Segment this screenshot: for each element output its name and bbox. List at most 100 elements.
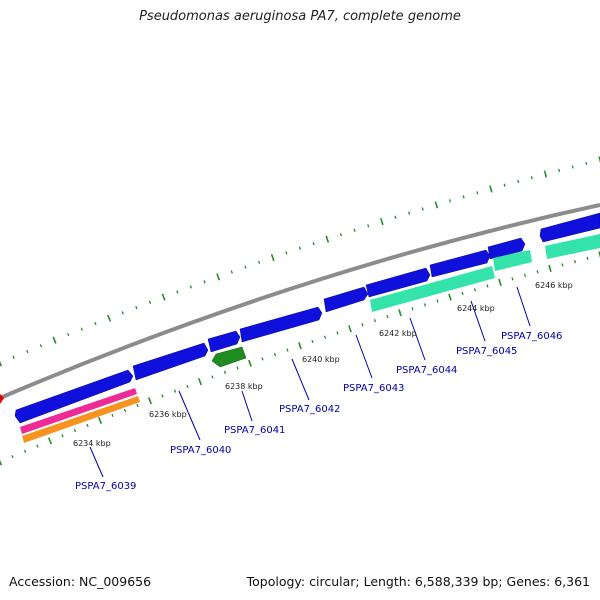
tick-mark [336,331,339,335]
leader-line [89,446,104,478]
kbp-label: 6238 kbp [225,382,263,391]
tick-mark [39,344,43,348]
tick-mark [558,168,561,173]
tick-mark [462,195,465,199]
gene-label: PSPA7_6042 [279,404,340,415]
tick-mark [585,161,588,166]
tick-mark [339,233,342,237]
tick-mark [489,185,493,193]
kbp-label: 6246 kbp [535,281,573,290]
cds-arrow [239,306,323,343]
tick-mark [325,235,330,243]
tick-mark [394,215,397,219]
kbp-label: 6240 kbp [302,355,340,364]
tick-mark [448,293,452,301]
tick-mark [135,305,138,310]
feature-block [545,234,600,259]
cds-arrow [539,212,600,243]
tick-mark [571,165,574,169]
tick-mark [498,278,502,287]
leader-line [355,334,373,379]
gene-label: PSPA7_6044 [396,365,457,376]
tick-mark [198,378,202,386]
cds-arrow [365,267,431,298]
kbp-label: 6244 kbp [457,304,495,313]
feature-track [20,234,600,443]
tick-mark [67,332,70,337]
tick-mark [86,423,89,428]
gene-labels: PSPA7_6039 PSPA7_6040 PSPA7_6041 PSPA7_6… [75,331,562,492]
tick-mark [536,270,539,274]
tick-mark [323,335,327,339]
tick-mark [503,183,506,187]
tick-mark [423,303,427,307]
tick-mark [398,309,402,317]
gene-label: PSPA7_6046 [501,331,562,342]
tick-mark [561,263,564,267]
tick-mark [436,299,439,303]
tick-mark [298,342,302,350]
tick-mark [461,291,464,296]
outer-tick-track [0,156,600,367]
tick-mark [230,270,233,274]
tick-mark [223,370,227,375]
tick-mark [148,300,152,304]
accession-text: Accession: NC_009656 [9,574,152,589]
tick-mark [361,323,364,327]
tick-mark [285,251,288,255]
gene-label: PSPA7_6045 [456,346,517,357]
feature-block [493,250,532,271]
tick-mark [248,359,252,367]
tick-mark [123,408,127,413]
tick-mark [517,179,520,184]
cds-reverse-track [211,346,247,368]
tick-mark [23,449,27,453]
tick-mark [203,280,206,284]
tick-mark [367,224,370,228]
red-marker [0,394,4,404]
leader-line [178,390,201,441]
kbp-label: 6242 kbp [379,329,417,338]
tick-mark [161,293,166,301]
tick-mark [73,428,77,433]
tick-mark [173,389,177,393]
leader-line [241,390,253,422]
feature-block [370,266,495,312]
cds-arrow [132,342,209,381]
tick-mark [473,288,477,292]
tick-mark [111,413,114,418]
cds-reverse-arrow [211,346,247,368]
leader-line [291,358,310,401]
tick-mark [216,273,221,281]
tick-mark [107,314,112,322]
feature-block [20,388,137,434]
cds-arrow [429,249,491,278]
tick-mark [136,403,139,408]
tick-mark [244,265,247,269]
tick-mark [523,273,527,277]
tick-mark [12,355,15,359]
gene-label-leaders [89,286,531,478]
tick-mark [543,170,548,178]
tick-mark [261,357,264,361]
tick-mark [94,321,97,326]
tick-mark [80,327,83,331]
tick-mark [26,349,29,354]
tick-mark [52,336,57,344]
cds-arrow [14,369,134,424]
tick-mark [257,260,261,264]
kbp-label: 6236 kbp [149,410,187,419]
tick-mark [548,264,552,272]
tick-mark [186,384,189,388]
tick-mark [353,228,356,232]
map-title: Pseudomonas aeruginosa PA7, complete gen… [139,9,461,24]
tick-mark [312,242,315,246]
tick-mark [386,315,389,319]
tick-mark [421,207,424,211]
tick-mark [511,277,514,281]
tick-mark [598,251,600,259]
tick-mark [97,416,103,424]
tick-mark [434,201,439,209]
